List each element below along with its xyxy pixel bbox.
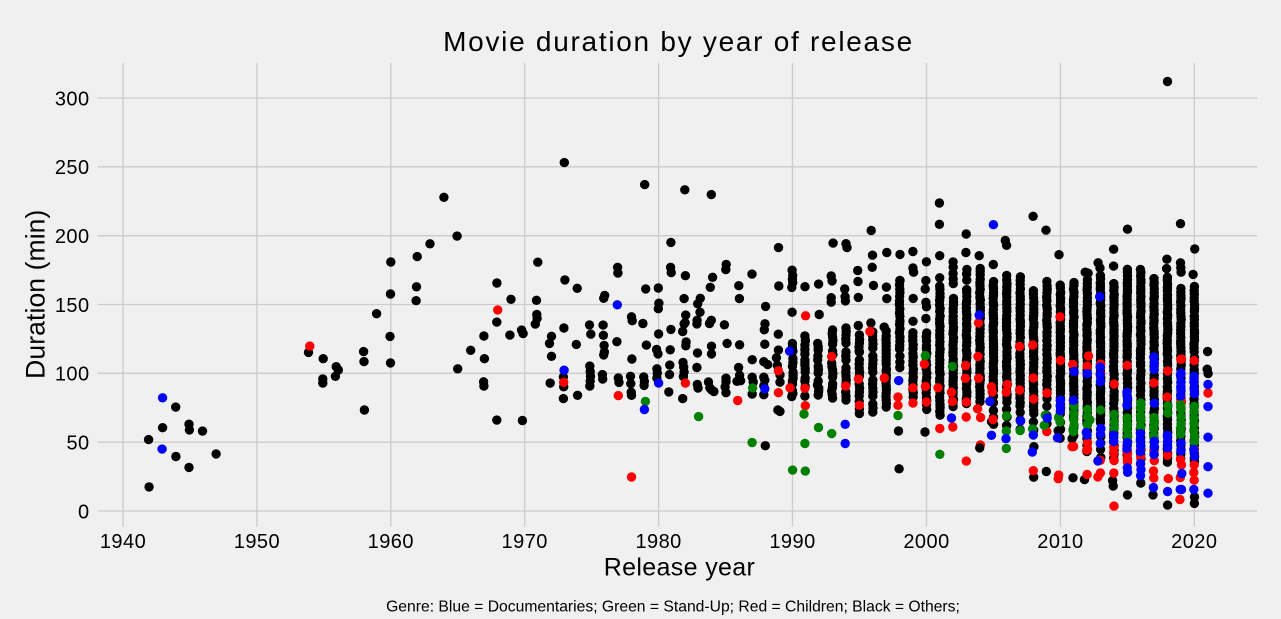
svg-text:Genre: Blue = Documentaries; G: Genre: Blue = Documentaries; Green = Sta…	[386, 599, 960, 616]
svg-text:200: 200	[55, 226, 90, 248]
svg-text:1980: 1980	[635, 531, 681, 553]
svg-text:150: 150	[55, 295, 90, 317]
svg-text:Release year: Release year	[604, 554, 756, 582]
svg-text:Duration (min): Duration (min)	[21, 210, 51, 379]
svg-text:2020: 2020	[1171, 531, 1217, 553]
svg-text:2000: 2000	[903, 531, 949, 553]
svg-text:1960: 1960	[368, 531, 414, 553]
svg-text:1990: 1990	[769, 531, 815, 553]
svg-text:250: 250	[55, 157, 90, 179]
svg-text:0: 0	[78, 501, 90, 523]
svg-text:1950: 1950	[234, 531, 280, 553]
svg-text:100: 100	[55, 364, 90, 386]
svg-text:Movie duration by year of rele: Movie duration by year of release	[443, 26, 914, 57]
svg-text:1970: 1970	[502, 531, 548, 553]
svg-text:1940: 1940	[100, 531, 146, 553]
svg-text:50: 50	[66, 433, 89, 455]
svg-text:2010: 2010	[1037, 531, 1083, 553]
svg-text:300: 300	[55, 88, 90, 110]
